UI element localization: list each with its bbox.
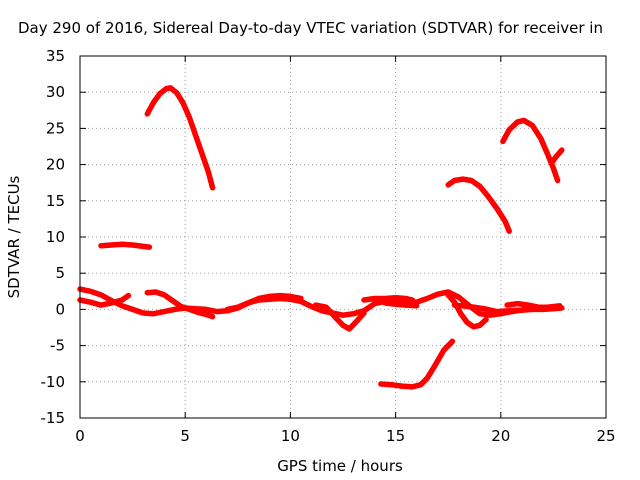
x-tick-label: 15 bbox=[386, 427, 405, 445]
plot-frame bbox=[79, 55, 607, 419]
series-arc-high-b-tail bbox=[548, 147, 565, 166]
x-tick-label: 0 bbox=[75, 427, 85, 445]
y-tick-label: 30 bbox=[46, 83, 65, 101]
y-tick-label: 5 bbox=[55, 264, 65, 282]
series-arc-negative bbox=[378, 338, 456, 390]
tick-layer: 0 5 10 15 20 25 -15 -10 -5 0 5 10 15 20 25 30 35 bbox=[41, 47, 616, 445]
series-near-zero-1 bbox=[77, 286, 565, 318]
x-tick-label: 25 bbox=[596, 427, 615, 445]
series-near-zero-5 bbox=[312, 302, 367, 332]
series-layer bbox=[77, 85, 565, 390]
series-near-zero-4 bbox=[224, 292, 304, 313]
x-axis-label: GPS time / hours bbox=[277, 457, 403, 475]
series-near-zero-3 bbox=[144, 289, 216, 320]
y-tick-label: 20 bbox=[46, 156, 65, 174]
grid-layer bbox=[80, 56, 606, 418]
series-near-zero-8 bbox=[382, 300, 420, 309]
y-tick-label: 35 bbox=[46, 47, 65, 65]
y-tick-label: 0 bbox=[55, 300, 65, 318]
y-tick-label: 25 bbox=[46, 119, 65, 137]
y-tick-label: -5 bbox=[50, 337, 65, 355]
series-arc-high-b bbox=[500, 117, 561, 184]
chart-title: Day 290 of 2016, Sidereal Day-to-day VTE… bbox=[18, 19, 603, 37]
y-tick-label: -15 bbox=[41, 409, 66, 427]
series-near-zero-6 bbox=[361, 295, 416, 303]
x-tick-label: 10 bbox=[281, 427, 300, 445]
series-arc-high-a bbox=[144, 85, 216, 191]
x-tick-label: 20 bbox=[491, 427, 510, 445]
y-tick-label: -10 bbox=[41, 373, 66, 391]
y-axis-label: SDTVAR / TECUs bbox=[5, 175, 23, 298]
series-near-zero-10 bbox=[451, 302, 563, 315]
series-arc-plateau bbox=[98, 241, 153, 250]
series-arc-mid bbox=[445, 176, 512, 234]
y-tick-label: 10 bbox=[46, 228, 65, 246]
x-tick-label: 5 bbox=[180, 427, 190, 445]
y-tick-label: 15 bbox=[46, 192, 65, 210]
series-near-zero-2 bbox=[77, 292, 132, 308]
series-near-zero-7 bbox=[445, 292, 489, 330]
